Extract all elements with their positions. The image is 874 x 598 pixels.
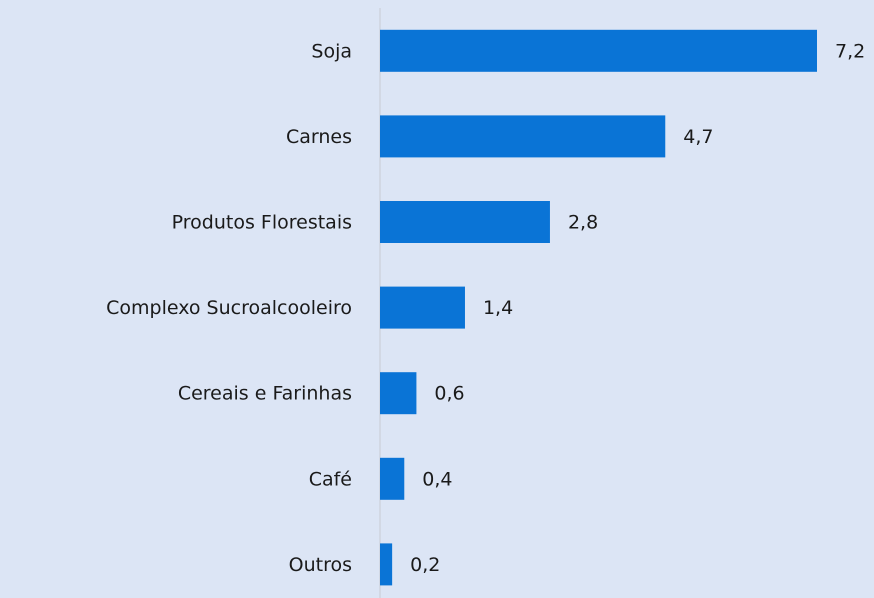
value-label: 0,6 xyxy=(434,383,464,405)
value-label: 0,2 xyxy=(410,554,440,576)
category-label: Café xyxy=(309,468,352,490)
category-label: Cereais e Farinhas xyxy=(178,383,352,405)
category-label: Soja xyxy=(311,40,352,62)
value-label: 1,4 xyxy=(483,297,513,319)
bar xyxy=(380,372,417,415)
bar xyxy=(380,29,817,72)
bar xyxy=(380,201,550,243)
value-label: 4,7 xyxy=(683,126,713,148)
value-label: 0,4 xyxy=(422,468,452,490)
category-label: Outros xyxy=(289,554,352,576)
category-label: Produtos Florestais xyxy=(172,212,352,234)
value-label: 2,8 xyxy=(568,212,598,234)
bar xyxy=(380,115,666,158)
category-label: Complexo Sucroalcooleiro xyxy=(106,297,352,319)
bar xyxy=(380,457,405,500)
bar xyxy=(380,543,393,586)
bar xyxy=(380,286,465,329)
category-label: Carnes xyxy=(286,126,352,148)
value-label: 7,2 xyxy=(835,40,865,62)
